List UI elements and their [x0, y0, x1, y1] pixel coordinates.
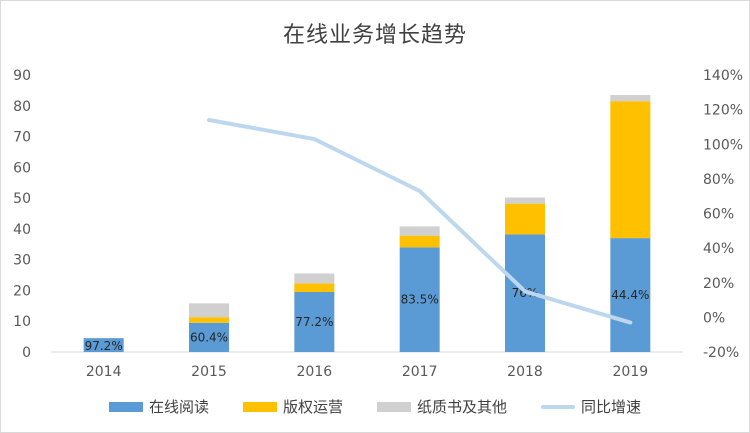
bar-segment-s2: [189, 303, 229, 318]
bar-segment-s0: [399, 247, 440, 352]
bar-segment-s1: [505, 203, 545, 235]
y-left-tick-label: 30: [13, 253, 31, 269]
bar-segment-s0: [294, 291, 335, 352]
legend-item-paper-books: 纸质书及其他: [377, 396, 507, 417]
legend-swatch-online-reading: [108, 401, 143, 412]
growth-rate-line: [207, 118, 633, 325]
bar-segment-s1: [189, 317, 229, 323]
x-tick-label: 2018: [507, 364, 543, 380]
bar-segment-s1: [399, 235, 440, 248]
data-label: 77.2%: [295, 315, 333, 329]
legend-swatch-copyright: [242, 401, 277, 412]
y-right-tick-label: 0%: [703, 310, 725, 326]
data-label: 83.5%: [401, 293, 439, 307]
bar-segment-s0: [83, 338, 124, 352]
y-left-tick-label: 90: [13, 68, 31, 84]
y-right-tick-label: 20%: [703, 276, 734, 292]
legend-item-copyright: 版权运营: [242, 396, 343, 417]
y-left-tick-label: 60: [13, 160, 31, 176]
bar-segment-s2: [399, 226, 440, 236]
data-label: 44.4%: [611, 288, 649, 302]
data-label: 60.4%: [190, 330, 228, 344]
legend-swatch-growth-rate: [541, 404, 576, 409]
y-left-tick-label: 40: [13, 222, 31, 238]
y-left-tick-label: 10: [13, 314, 31, 330]
data-label: 97.2%: [85, 339, 123, 353]
x-tick-label: 2014: [86, 364, 122, 380]
y-right-tick-label: 120%: [703, 103, 743, 119]
y-right-tick-label: 60%: [703, 207, 734, 223]
bar-segment-s0: [189, 322, 229, 352]
bar-segment-s2: [610, 95, 651, 102]
y-right-tick-label: 100%: [703, 137, 743, 153]
y-left-tick-label: 80: [13, 99, 31, 115]
x-tick-label: 2016: [297, 364, 333, 380]
legend-item-online-reading: 在线阅读: [108, 396, 209, 417]
x-tick-label: 2019: [613, 364, 649, 380]
legend-label-growth-rate: 同比增速: [581, 398, 642, 416]
legend-swatch-paper-books: [377, 401, 411, 412]
y-left-tick-label: 70: [13, 130, 31, 146]
legend-item-growth-rate: 同比增速: [541, 396, 641, 417]
legend: 在线阅读 版权运营 纸质书及其他 同比增速: [1, 396, 749, 417]
y-right-tick-label: 80%: [703, 172, 734, 188]
legend-label-copyright: 版权运营: [282, 398, 343, 416]
y-right-tick-label: 140%: [703, 68, 743, 84]
x-tick-label: 2017: [402, 364, 438, 380]
y-left-tick-label: 50: [13, 191, 31, 207]
x-tick-label: 2015: [191, 364, 227, 380]
legend-label-online-reading: 在线阅读: [148, 398, 209, 416]
chart-title: 在线业务增长趋势: [282, 23, 467, 48]
bar-segment-s2: [294, 273, 335, 284]
y-right-tick-label: 40%: [703, 241, 734, 257]
y-left-tick-label: 20: [13, 283, 31, 299]
bar-segment-s0: [610, 238, 651, 352]
bar-segment-s1: [610, 101, 651, 239]
y-left-tick-label: 0: [22, 345, 31, 361]
legend-label-paper-books: 纸质书及其他: [417, 398, 508, 416]
y-right-tick-label: -20%: [703, 345, 739, 361]
bar-segment-s1: [294, 283, 335, 292]
bar-segment-s2: [505, 197, 545, 204]
